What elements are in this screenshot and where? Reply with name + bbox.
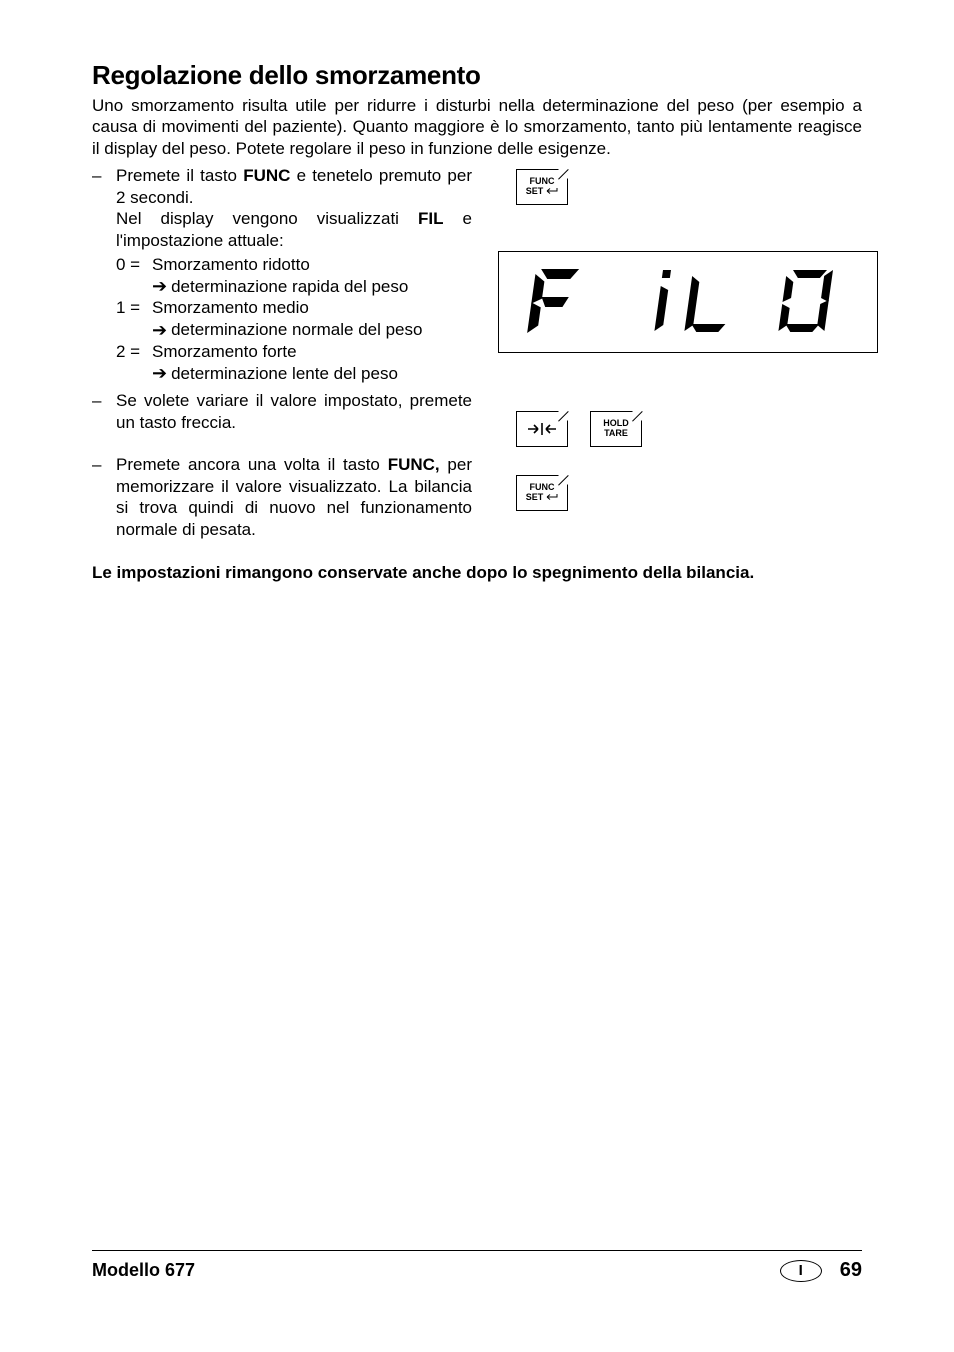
bullet-1: – Premete il tasto FUNC e tenetelo premu… xyxy=(92,165,472,252)
b1-l2-pre: Nel display vengono visualizzati xyxy=(116,209,418,228)
page-number: 69 xyxy=(840,1259,862,1282)
bullet-2: – Se volete variare il valore impostato,… xyxy=(92,390,472,434)
def-sub-text: determinazione lente del peso xyxy=(171,363,398,385)
right-arrow-icon: ➔ xyxy=(152,321,167,339)
btn-label-tare: TARE xyxy=(604,429,628,438)
right-arrow-icon: ➔ xyxy=(152,277,167,295)
func-set-button-1: FUNC SET xyxy=(516,169,568,205)
def-sub-text: determinazione rapida del peso xyxy=(171,276,408,298)
definition-row: 0 =Smorzamento ridotto xyxy=(116,254,472,276)
b3-pre: Premete ancora una volta il tasto xyxy=(116,455,388,474)
lcd-display xyxy=(498,251,878,353)
footer-right: I 69 xyxy=(780,1259,862,1282)
bullet-dash: – xyxy=(92,454,116,541)
lcd-seven-segment xyxy=(523,262,853,342)
func-set-button-2: FUNC SET xyxy=(516,475,568,511)
btn-label-set: SET xyxy=(526,493,559,502)
b1-bold: FUNC xyxy=(243,166,290,185)
def-subline: ➔determinazione lente del peso xyxy=(152,363,472,385)
intro-paragraph: Uno smorzamento risulta utile per ridurr… xyxy=(92,95,862,159)
bullet-dash: – xyxy=(92,390,116,434)
definition-row: 1 =Smorzamento medio xyxy=(116,297,472,319)
language-badge: I xyxy=(780,1260,822,1282)
right-arrow-icon: ➔ xyxy=(152,364,167,382)
closing-note: Le impostazioni rimangono conservate anc… xyxy=(92,563,862,583)
btn-label-set: SET xyxy=(526,187,559,196)
section-title: Regolazione dello smorzamento xyxy=(92,60,862,91)
page-footer: Modello 677 I 69 xyxy=(92,1250,862,1282)
enter-arrow-icon xyxy=(544,187,558,195)
definitions-list: 0 =Smorzamento ridotto➔determinazione ra… xyxy=(116,254,472,385)
def-key: 0 = xyxy=(116,254,152,276)
def-value: Smorzamento ridotto xyxy=(152,254,472,276)
arrows-in-icon xyxy=(527,422,557,436)
def-value: Smorzamento medio xyxy=(152,297,472,319)
def-sub-text: determinazione normale del peso xyxy=(171,319,422,341)
bullet-body: Premete il tasto FUNC e tenetelo premuto… xyxy=(116,165,472,252)
definition-row: 2 =Smorzamento forte xyxy=(116,341,472,363)
bullet-dash: – xyxy=(92,165,116,252)
def-key: 1 = xyxy=(116,297,152,319)
b1-pre: Premete il tasto xyxy=(116,166,243,185)
text-column: – Premete il tasto FUNC e tenetelo premu… xyxy=(92,165,472,543)
two-column-layout: – Premete il tasto FUNC e tenetelo premu… xyxy=(92,165,862,543)
def-value: Smorzamento forte xyxy=(152,341,472,363)
bullet-body: Premete ancora una volta il tasto FUNC, … xyxy=(116,454,472,541)
arrows-button xyxy=(516,411,568,447)
b1-l2-bold: FIL xyxy=(418,209,444,228)
footer-model: Modello 677 xyxy=(92,1260,195,1281)
def-subline: ➔determinazione normale del peso xyxy=(152,319,472,341)
bullet-body: Se volete variare il valore impostato, p… xyxy=(116,390,472,434)
def-key: 2 = xyxy=(116,341,152,363)
hold-tare-button: HOLD TARE xyxy=(590,411,642,447)
enter-arrow-icon xyxy=(544,493,558,501)
b3-bold: FUNC, xyxy=(388,455,440,474)
def-subline: ➔determinazione rapida del peso xyxy=(152,276,472,298)
figure-column: FUNC SET xyxy=(498,165,862,543)
bullet-3: – Premete ancora una volta il tasto FUNC… xyxy=(92,454,472,541)
